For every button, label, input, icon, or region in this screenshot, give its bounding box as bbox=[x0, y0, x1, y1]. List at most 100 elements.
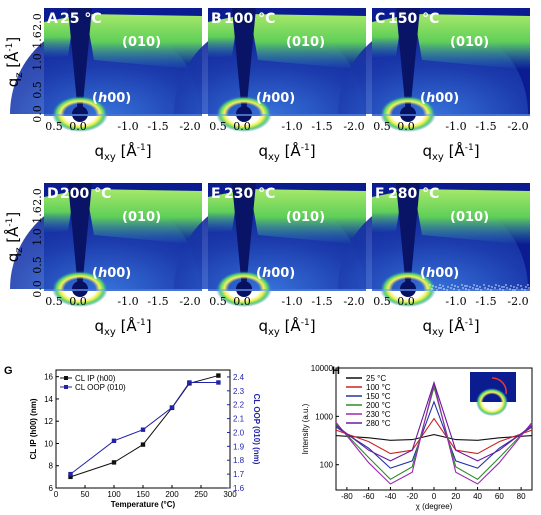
qxy-tick: -1.5 bbox=[475, 120, 496, 133]
y-tick-label: 8 bbox=[49, 462, 54, 471]
noise-dot bbox=[509, 288, 511, 290]
series-point bbox=[111, 460, 117, 465]
noise-dot bbox=[439, 284, 441, 286]
noise-dot bbox=[513, 286, 515, 288]
noise-dot bbox=[510, 285, 512, 287]
x-axis-label: χ (degree) bbox=[416, 502, 453, 511]
noise-dot bbox=[453, 288, 455, 290]
arc-010 bbox=[86, 189, 202, 245]
gi-temp-label: 280 °C bbox=[388, 186, 439, 202]
qz-tick: 2.0 bbox=[31, 188, 44, 206]
qxy-tick: 0.0 bbox=[233, 120, 251, 133]
x-tick-label: 150 bbox=[136, 490, 150, 499]
x-tick-label: -60 bbox=[363, 492, 375, 501]
gi-panel-d bbox=[10, 183, 202, 307]
qxy-axis-label: qxy [Å-1] bbox=[258, 316, 315, 338]
y2-tick-label: 1.8 bbox=[233, 456, 245, 465]
qz-tick: 1.6 bbox=[31, 31, 44, 49]
noise-dot bbox=[501, 286, 503, 288]
reflection-010-label: (010) bbox=[450, 35, 489, 50]
y-tick-label: 1000 bbox=[315, 412, 333, 421]
qxy-tick: 0.0 bbox=[397, 120, 415, 133]
legend-label: 200 °C bbox=[366, 401, 391, 410]
noise-dot bbox=[477, 288, 479, 290]
wedge bbox=[68, 183, 92, 289]
qz-tick: 1.0 bbox=[31, 228, 44, 246]
noise-dot bbox=[476, 285, 478, 287]
qxy-tick: -1.5 bbox=[311, 120, 332, 133]
series-point bbox=[68, 474, 73, 480]
arc-left bbox=[372, 16, 402, 58]
qz-tick: 0.5 bbox=[31, 81, 44, 99]
arc-010 bbox=[86, 14, 202, 70]
noise-dot bbox=[461, 284, 463, 286]
y2-tick-label: 2.2 bbox=[233, 401, 245, 410]
noise-dot bbox=[525, 286, 527, 288]
series-point bbox=[187, 380, 192, 385]
series-point bbox=[140, 442, 146, 447]
noise-dot bbox=[524, 289, 526, 291]
qxy-tick: -1.0 bbox=[117, 295, 138, 308]
y2-tick-label: 2.4 bbox=[233, 373, 245, 382]
reflection-h00-label: (h00) bbox=[420, 91, 459, 106]
y-tick-label: 12 bbox=[44, 417, 53, 426]
noise-dot bbox=[495, 284, 497, 286]
qz-tick: 1.6 bbox=[31, 206, 44, 224]
noise-dot bbox=[528, 287, 530, 289]
qxy-tick: -2.0 bbox=[507, 120, 528, 133]
y2-axis-label: CL OOP (010) (nm) bbox=[252, 394, 261, 465]
reflection-h00-label: (h00) bbox=[92, 266, 131, 281]
qxy-tick: 0.5 bbox=[373, 120, 391, 133]
noise-dot bbox=[468, 289, 470, 291]
noise-dot bbox=[490, 289, 492, 291]
noise-dot bbox=[484, 287, 486, 289]
noise-dot bbox=[516, 287, 518, 289]
noise-dot bbox=[454, 285, 456, 287]
qxy-tick: -1.5 bbox=[475, 295, 496, 308]
gi-panel-letter: D bbox=[47, 186, 59, 202]
qxy-tick: -2.0 bbox=[507, 295, 528, 308]
y-axis-label: Intensity (a.u.) bbox=[301, 403, 310, 454]
x-tick-label: 300 bbox=[223, 490, 237, 499]
qz-axis-label: qz [Å-1] bbox=[3, 37, 25, 88]
noise-dot bbox=[465, 288, 467, 290]
qz-tick: 1.0 bbox=[31, 53, 44, 71]
noise-dot bbox=[431, 288, 433, 290]
x-tick-label: 200 bbox=[165, 490, 179, 499]
x-tick-label: -40 bbox=[385, 492, 397, 501]
qxy-tick: 0.0 bbox=[69, 295, 87, 308]
noise-dot bbox=[499, 288, 501, 290]
noise-dot bbox=[440, 287, 442, 289]
chart-g: G 0 50 100 150 200 250 300 6 8 10 12 14 16 1.6 1.7 1.8 1… bbox=[4, 365, 261, 509]
y-tick-label: 14 bbox=[44, 395, 53, 404]
y-tick-label: 6 bbox=[49, 484, 54, 493]
reflection-010-label: (010) bbox=[122, 210, 161, 225]
legend-label: CL IP (h00) bbox=[75, 374, 116, 383]
arc-010 bbox=[250, 189, 366, 245]
y-axis-label: CL IP (h00) (nm) bbox=[29, 398, 38, 459]
series-line bbox=[335, 417, 533, 455]
x-tick-label: 0 bbox=[54, 490, 59, 499]
gi-temp-label: 150 °C bbox=[388, 11, 439, 27]
qxy-tick: 0.5 bbox=[209, 295, 227, 308]
y2-tick-label: 1.9 bbox=[233, 442, 245, 451]
reflection-h00-label: (h00) bbox=[92, 91, 131, 106]
x-tick-label: 50 bbox=[81, 490, 90, 499]
y-tick-label: 10000 bbox=[311, 364, 334, 373]
noise-dot bbox=[464, 285, 466, 287]
qxy-axis-label: qxy [Å-1] bbox=[258, 141, 315, 163]
beamstop bbox=[400, 281, 416, 297]
x-tick-label: 100 bbox=[107, 490, 121, 499]
wedge bbox=[68, 8, 92, 114]
x-tick-label: -20 bbox=[406, 492, 418, 501]
series-line bbox=[335, 400, 533, 469]
qxy-tick: -1.5 bbox=[311, 295, 332, 308]
y2-tick-label: 1.7 bbox=[233, 470, 245, 479]
qz-tick: 0.0 bbox=[31, 105, 44, 123]
qxy-tick: -1.5 bbox=[147, 120, 168, 133]
series-point bbox=[111, 438, 117, 443]
noise-dot bbox=[521, 288, 523, 290]
x-tick-label: 40 bbox=[473, 492, 482, 501]
gi-panel-c bbox=[338, 8, 530, 132]
